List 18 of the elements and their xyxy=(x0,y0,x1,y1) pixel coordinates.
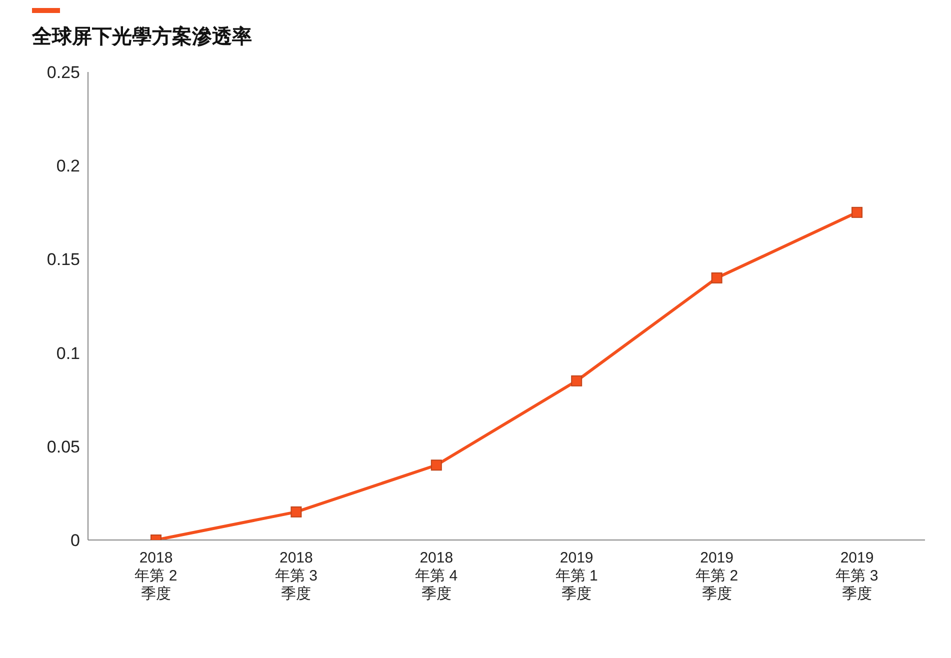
y-tick-label: 0.1 xyxy=(56,344,80,363)
y-tick-label: 0.25 xyxy=(46,63,80,82)
x-tick-label: 2018 年第 3 季度 xyxy=(274,550,318,603)
y-tick-label: 0.05 xyxy=(46,437,80,456)
x-tick-label: 2019 年第 3 季度 xyxy=(836,550,878,603)
x-tick-label: 2018 年第 4 季度 xyxy=(415,550,458,603)
point xyxy=(290,506,302,518)
point xyxy=(711,272,722,284)
y-tick-label: 0.2 xyxy=(56,156,80,176)
point xyxy=(571,375,582,386)
y-tick-label: 0 xyxy=(70,531,80,550)
point xyxy=(430,460,442,471)
y-tick-label: 0.15 xyxy=(46,250,80,270)
point xyxy=(852,206,862,218)
x-tick-label: 2019 年第 1 季度 xyxy=(555,550,598,603)
x-tick-label: 2019 年第 2 季度 xyxy=(696,550,738,603)
chart-title: 全球屏下光學方案滲透率 xyxy=(32,24,253,50)
x-tick-label: 2018 年第 2 季度 xyxy=(134,550,178,603)
